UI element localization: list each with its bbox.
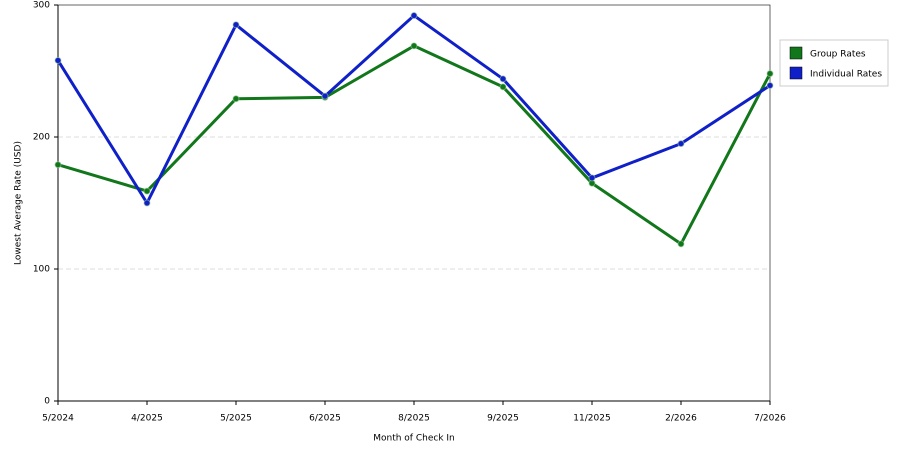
data-point bbox=[54, 161, 62, 169]
data-point bbox=[54, 56, 62, 64]
x-tick-label: 9/2025 bbox=[487, 414, 519, 424]
data-point bbox=[766, 82, 774, 90]
data-point bbox=[232, 95, 240, 103]
y-tick-label: 0 bbox=[44, 397, 50, 407]
data-point bbox=[766, 70, 774, 78]
x-tick-label: 5/2025 bbox=[220, 414, 252, 424]
y-tick-label: 100 bbox=[33, 265, 50, 275]
data-point bbox=[321, 92, 329, 100]
legend-swatch bbox=[789, 66, 803, 80]
data-point bbox=[143, 187, 151, 195]
x-tick-label: 8/2025 bbox=[398, 414, 430, 424]
x-axis-label: Month of Check In bbox=[373, 434, 455, 444]
data-point bbox=[499, 75, 507, 83]
x-tick-label: 7/2026 bbox=[754, 414, 786, 424]
data-point bbox=[677, 240, 685, 248]
y-axis-label: Lowest Average Rate (USD) bbox=[14, 141, 24, 265]
x-tick-label: 2/2026 bbox=[665, 414, 697, 424]
data-point bbox=[499, 83, 507, 91]
legend-label: Group Rates bbox=[810, 50, 866, 60]
x-tick-label: 6/2025 bbox=[309, 414, 341, 424]
x-tick-label: 4/2025 bbox=[131, 414, 163, 424]
data-point bbox=[410, 12, 418, 20]
series-line bbox=[57, 44, 772, 246]
data-point bbox=[588, 174, 596, 182]
data-point bbox=[410, 42, 418, 50]
plot-frame bbox=[57, 4, 771, 402]
y-tick-label: 200 bbox=[33, 133, 50, 143]
x-tick-label: 11/2025 bbox=[573, 414, 610, 424]
data-point bbox=[143, 199, 151, 207]
data-point bbox=[232, 21, 240, 29]
legend-swatch bbox=[789, 46, 803, 60]
y-tick-label: 300 bbox=[33, 1, 50, 11]
x-tick-label: 5/2024 bbox=[42, 414, 74, 424]
legend-label: Individual Rates bbox=[810, 70, 882, 80]
data-point bbox=[677, 140, 685, 148]
